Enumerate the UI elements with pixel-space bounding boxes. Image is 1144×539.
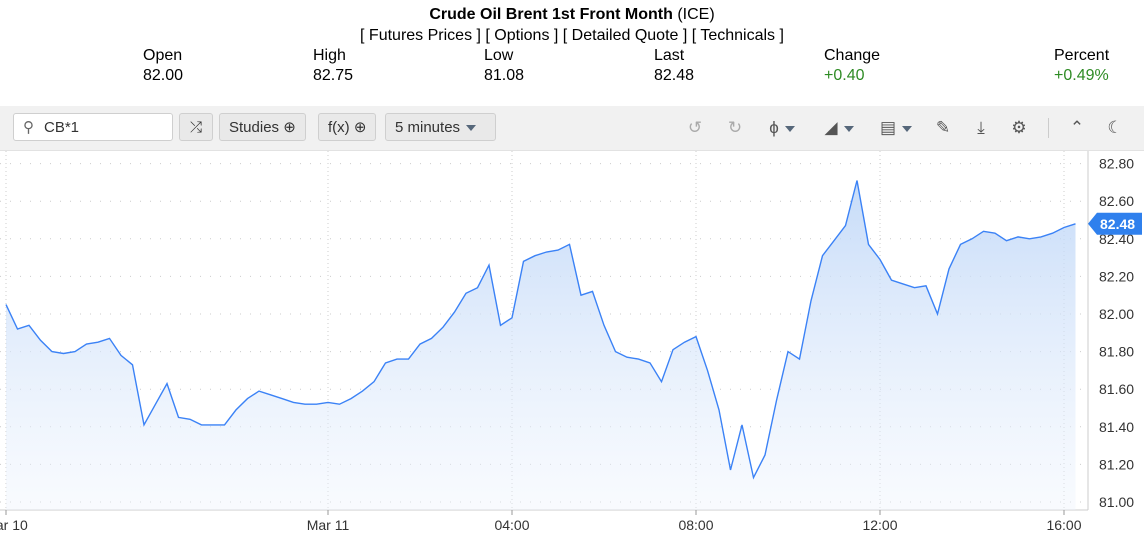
x-tick-label: 16:00 bbox=[1046, 517, 1081, 533]
title-exchange: (ICE) bbox=[677, 6, 715, 23]
studies-label: Studies bbox=[229, 119, 280, 136]
collapse-icon[interactable]: ⌃ bbox=[1069, 118, 1085, 137]
interval-select[interactable]: 5 minutes bbox=[385, 113, 496, 141]
chart-type-icon[interactable]: ◢ bbox=[818, 117, 860, 139]
percent-label: Percent bbox=[1054, 47, 1110, 64]
last-value: 82.48 bbox=[654, 67, 695, 84]
fx-button[interactable]: f(x) ⊕ bbox=[318, 113, 377, 141]
symbol-search-input[interactable]: ⚲ CB*1 bbox=[13, 113, 173, 141]
instrument-title: Crude Oil Brent 1st Front Month (ICE) bbox=[0, 6, 1144, 24]
undo-icon[interactable]: ↺ bbox=[687, 118, 703, 137]
title-name: Crude Oil Brent 1st Front Month bbox=[429, 6, 673, 23]
y-tick-label: 81.80 bbox=[1099, 344, 1134, 360]
chart-toolbar: ⚲ CB*1 ⤮ Studies ⊕ f(x) ⊕ 5 minutes ↺ ↻ … bbox=[0, 106, 1144, 151]
x-tick-label: Mar 10 bbox=[0, 517, 28, 533]
y-tick-label: 81.60 bbox=[1099, 381, 1134, 397]
y-tick-label: 82.40 bbox=[1099, 231, 1134, 247]
change-label: Change bbox=[824, 47, 881, 64]
high-label: High bbox=[313, 47, 346, 64]
caret-down-icon bbox=[466, 125, 477, 132]
search-icon: ⚲ bbox=[23, 119, 34, 136]
dark-mode-icon[interactable]: ☾ bbox=[1107, 118, 1123, 137]
x-tick-label: 04:00 bbox=[494, 517, 529, 533]
last-label: Last bbox=[654, 47, 685, 64]
link-technicals[interactable]: [ Technicals ] bbox=[691, 27, 784, 44]
plus-circle-icon: ⊕ bbox=[283, 119, 296, 136]
x-tick-label: 08:00 bbox=[678, 517, 713, 533]
pencil-icon[interactable]: ✎ bbox=[935, 118, 951, 137]
symbol-value: CB*1 bbox=[44, 119, 80, 136]
link-futures-prices[interactable]: [ Futures Prices ] bbox=[360, 27, 481, 44]
plus-circle-icon: ⊕ bbox=[353, 119, 367, 136]
high-value: 82.75 bbox=[313, 67, 354, 84]
low-label: Low bbox=[484, 47, 514, 64]
fx-label: f(x) bbox=[328, 119, 350, 136]
x-tick-label: 12:00 bbox=[862, 517, 897, 533]
gear-icon[interactable]: ⚙ bbox=[1011, 118, 1027, 137]
layout-icon[interactable]: ▤ bbox=[876, 117, 916, 139]
link-detailed-quote[interactable]: [ Detailed Quote ] bbox=[562, 27, 688, 44]
price-area-fill bbox=[6, 180, 1076, 510]
change-value: +0.40 bbox=[824, 67, 865, 84]
download-icon[interactable]: ⤓ bbox=[977, 118, 985, 137]
open-label: Open bbox=[143, 47, 183, 64]
last-price-badge bbox=[1088, 212, 1142, 235]
y-tick-label: 82.00 bbox=[1099, 306, 1134, 322]
quote-links: [ Futures Prices ] [ Options ] [ Detaile… bbox=[0, 27, 1144, 45]
open-value: 82.00 bbox=[143, 67, 184, 84]
toolbar-divider bbox=[1048, 118, 1049, 138]
percent-value: +0.49% bbox=[1054, 67, 1109, 84]
compare-button[interactable]: ⤮ bbox=[179, 113, 213, 141]
link-options[interactable]: [ Options ] bbox=[485, 27, 559, 44]
y-tick-label: 81.20 bbox=[1099, 456, 1134, 472]
y-tick-label: 82.20 bbox=[1099, 268, 1134, 284]
y-tick-label: 81.00 bbox=[1099, 494, 1134, 510]
low-value: 81.08 bbox=[484, 67, 525, 84]
last-price-label: 82.48 bbox=[1100, 216, 1135, 232]
interval-value: 5 minutes bbox=[395, 119, 461, 136]
shuffle-icon: ⤮ bbox=[189, 119, 202, 136]
x-tick-label: Mar 11 bbox=[307, 517, 350, 533]
lightning-icon[interactable]: ϕ bbox=[762, 117, 802, 139]
y-tick-label: 82.80 bbox=[1099, 156, 1134, 172]
studies-button[interactable]: Studies ⊕ bbox=[219, 113, 306, 141]
y-tick-label: 82.60 bbox=[1099, 193, 1134, 209]
y-tick-label: 81.40 bbox=[1099, 419, 1134, 435]
price-line bbox=[5, 180, 1076, 480]
redo-icon[interactable]: ↻ bbox=[727, 118, 743, 137]
